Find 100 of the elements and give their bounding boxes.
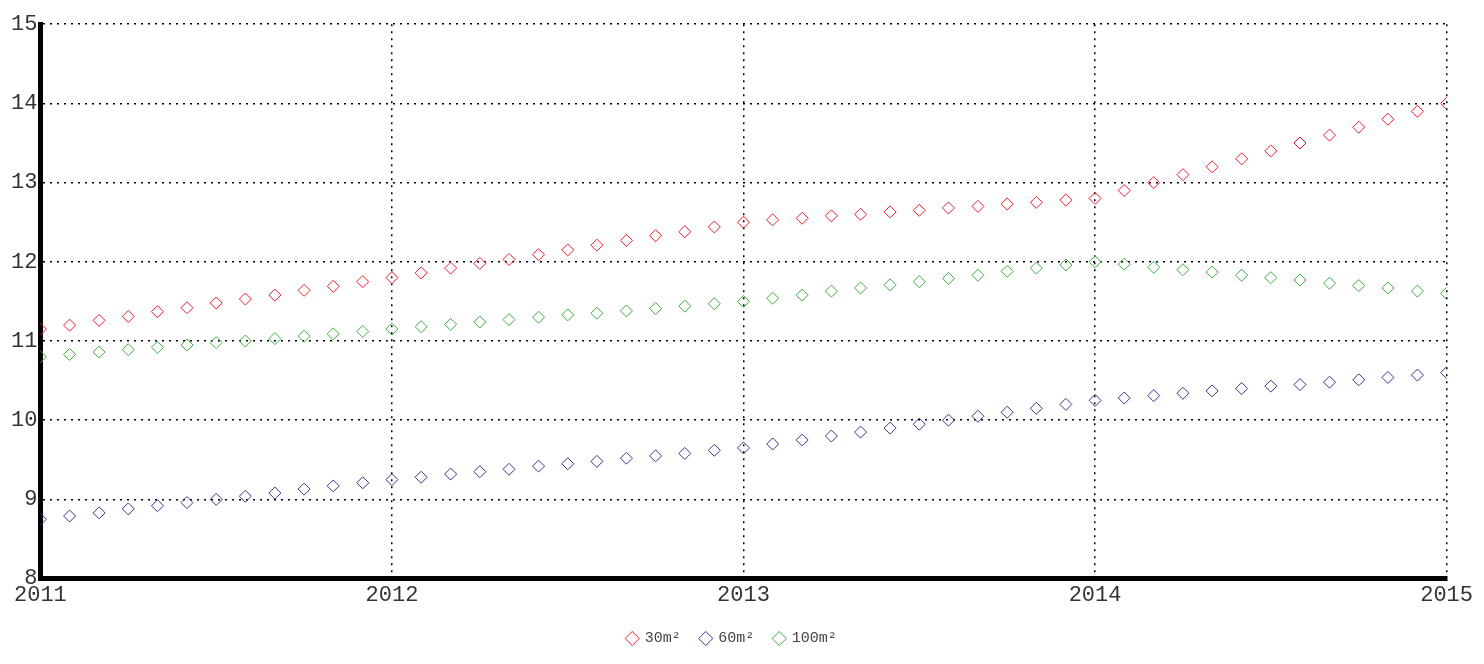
point	[561, 243, 575, 257]
point	[238, 292, 252, 306]
point	[824, 284, 838, 298]
point	[678, 446, 692, 460]
point	[1029, 195, 1043, 209]
point	[941, 413, 955, 427]
x-tick-label: 2013	[717, 582, 770, 608]
point	[737, 215, 750, 229]
point	[941, 271, 955, 285]
point	[532, 310, 546, 324]
point	[385, 271, 399, 285]
point	[971, 268, 985, 282]
y-tick-label: 12	[11, 249, 38, 275]
point	[356, 275, 370, 289]
point	[1000, 405, 1014, 419]
point	[678, 225, 692, 239]
point	[824, 209, 838, 223]
point	[150, 499, 164, 513]
point	[326, 327, 340, 341]
point	[385, 322, 399, 336]
point	[854, 425, 868, 439]
point	[766, 213, 780, 227]
point	[356, 476, 370, 490]
point	[209, 336, 223, 350]
y-tick-label: 10	[11, 408, 38, 434]
point	[971, 409, 985, 423]
point	[268, 486, 282, 500]
point	[1352, 279, 1366, 293]
point	[883, 421, 897, 435]
point	[1323, 276, 1337, 290]
point	[92, 345, 106, 359]
point	[1205, 160, 1219, 174]
point	[297, 283, 311, 297]
point	[502, 252, 516, 266]
point	[444, 317, 458, 331]
point	[473, 465, 487, 479]
point	[444, 467, 458, 481]
point	[1264, 271, 1278, 285]
point	[150, 340, 164, 354]
point	[121, 502, 135, 516]
point	[1205, 384, 1219, 398]
point	[1293, 378, 1307, 392]
point	[326, 479, 340, 493]
point	[1381, 370, 1395, 384]
point	[532, 459, 546, 473]
point	[92, 313, 106, 327]
x-tick-label: 2012	[365, 582, 419, 608]
point	[883, 205, 897, 219]
point	[444, 261, 458, 275]
point	[1059, 193, 1073, 207]
point	[1029, 401, 1043, 415]
point	[1352, 120, 1366, 134]
point	[707, 297, 721, 311]
point	[1410, 368, 1424, 382]
point	[1235, 152, 1249, 166]
point	[1176, 168, 1190, 182]
point	[883, 278, 897, 292]
y-tick-label: 9	[24, 487, 38, 513]
point	[619, 304, 633, 318]
point	[414, 470, 428, 484]
point	[854, 281, 868, 295]
legend-label: 30m²	[644, 630, 681, 648]
point	[824, 429, 838, 443]
point	[1059, 397, 1073, 411]
point	[1117, 257, 1131, 271]
point	[912, 275, 926, 289]
point	[737, 294, 750, 308]
point	[1000, 197, 1014, 211]
point	[63, 347, 77, 361]
point	[1088, 255, 1102, 269]
point	[414, 320, 428, 334]
point	[707, 220, 721, 234]
point	[1088, 393, 1102, 407]
point	[971, 199, 985, 213]
point	[414, 266, 428, 280]
point	[297, 482, 311, 496]
point	[561, 457, 575, 471]
point	[121, 343, 135, 357]
y-tick-label: 11	[11, 328, 38, 354]
point	[795, 288, 809, 302]
point	[649, 449, 663, 463]
point	[1264, 144, 1278, 158]
point	[1147, 260, 1161, 274]
point	[649, 229, 663, 243]
point	[150, 305, 164, 319]
point	[473, 315, 487, 329]
point	[473, 256, 487, 270]
x-tick-label: 2015	[1420, 582, 1473, 608]
point	[766, 437, 780, 451]
point	[1059, 258, 1073, 272]
point	[941, 201, 955, 215]
point	[238, 334, 252, 348]
point	[1088, 191, 1102, 205]
point	[121, 309, 135, 323]
point	[1323, 375, 1337, 389]
point	[912, 417, 926, 431]
point	[619, 233, 633, 247]
point	[92, 506, 106, 520]
point	[180, 338, 194, 352]
point	[1381, 281, 1395, 295]
